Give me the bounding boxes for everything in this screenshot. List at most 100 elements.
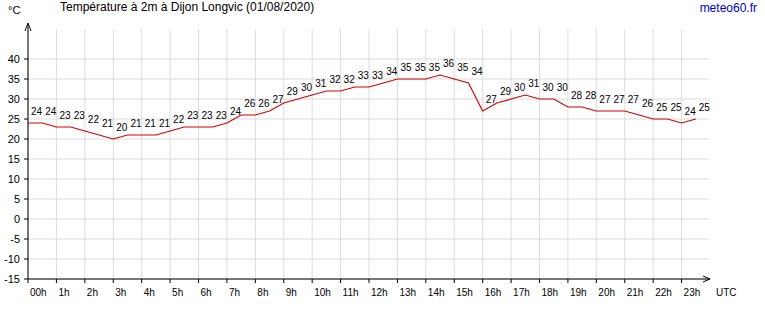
y-tick [24, 219, 28, 220]
x-tick-label: 12h [371, 287, 388, 298]
x-grid-line [511, 29, 512, 279]
x-tick-label: 21h [627, 287, 644, 298]
x-tick [84, 279, 85, 283]
x-tick-label: 9h [286, 287, 297, 298]
data-label: 23 [202, 110, 214, 121]
y-tick-label: -15 [4, 273, 20, 285]
data-label: 35 [457, 62, 469, 73]
y-tick-label: -10 [4, 253, 20, 265]
x-axis-label: UTC [716, 287, 737, 298]
data-label: 32 [344, 74, 356, 85]
x-tick-label: 15h [456, 287, 473, 298]
data-label: 31 [528, 78, 540, 89]
temperature-line [28, 75, 696, 139]
x-grid-line [624, 29, 625, 279]
x-tick-label: 7h [229, 287, 240, 298]
x-grid-line [283, 29, 284, 279]
data-label: 26 [244, 98, 256, 109]
x-tick [312, 279, 313, 283]
y-tick-label: 20 [8, 133, 20, 145]
plot-area [28, 75, 696, 139]
data-label: 30 [543, 82, 555, 93]
x-grid-line [539, 29, 540, 279]
axes: -15-10-5051015202530354000h1h2h3h4h5h6h7… [4, 23, 710, 298]
data-label: 27 [273, 94, 285, 105]
y-tick [24, 239, 28, 240]
y-axis [28, 39, 29, 279]
data-label: 24 [230, 106, 242, 117]
data-label: 23 [59, 110, 71, 121]
x-tick [425, 279, 426, 283]
x-grid-line [255, 29, 256, 279]
x-grid-line [84, 29, 85, 279]
x-tick [28, 279, 29, 283]
data-label: 23 [187, 110, 199, 121]
x-tick [56, 279, 57, 283]
x-tick [681, 279, 682, 283]
y-tick [24, 279, 28, 280]
data-label: 30 [514, 82, 526, 93]
x-tick [482, 279, 483, 283]
y-tick-label: 10 [8, 173, 20, 185]
x-tick [226, 279, 227, 283]
y-axis-label: °C [8, 4, 20, 16]
x-tick-label: 2h [87, 287, 98, 298]
y-tick-label: 25 [8, 113, 20, 125]
x-tick-label: 14h [428, 287, 445, 298]
data-label: 24 [685, 106, 697, 117]
data-label: 25 [670, 102, 682, 113]
x-tick-label: 5h [172, 287, 183, 298]
x-tick-label: 16h [485, 287, 502, 298]
x-tick [198, 279, 199, 283]
y-axis-arrow-line [28, 25, 29, 39]
x-tick-label: 22h [655, 287, 672, 298]
data-labels: 2424232322212021212122232323242626272930… [31, 58, 710, 133]
x-tick [113, 279, 114, 283]
x-grid-line [340, 29, 341, 279]
grid [28, 29, 710, 279]
data-label: 22 [88, 114, 100, 125]
data-label: 24 [31, 106, 43, 117]
x-grid-line [653, 29, 654, 279]
y-tick-label: -5 [10, 233, 20, 245]
x-grid-line [312, 29, 313, 279]
data-label: 33 [358, 70, 370, 81]
data-label: 22 [173, 114, 185, 125]
data-label: 32 [329, 74, 341, 85]
data-label: 21 [102, 118, 114, 129]
x-tick [624, 279, 625, 283]
x-grid-line [113, 29, 114, 279]
x-axis-arrow [703, 276, 710, 282]
data-label: 21 [130, 118, 142, 129]
x-grid-line [596, 29, 597, 279]
data-label: 35 [429, 62, 441, 73]
x-grid-line [198, 29, 199, 279]
x-tick-label: 11h [343, 287, 359, 298]
data-label: 24 [45, 106, 57, 117]
data-label: 30 [301, 82, 313, 93]
data-label: 23 [216, 110, 228, 121]
x-tick [567, 279, 568, 283]
x-tick [454, 279, 455, 283]
x-tick [596, 279, 597, 283]
data-label: 33 [372, 70, 384, 81]
x-tick-label: 4h [144, 287, 155, 298]
x-tick [653, 279, 654, 283]
x-tick [170, 279, 171, 283]
x-grid-line [56, 29, 57, 279]
data-label: 27 [486, 94, 498, 105]
x-tick [255, 279, 256, 283]
y-tick [24, 139, 28, 140]
y-tick-label: 35 [8, 73, 20, 85]
data-label: 35 [415, 62, 427, 73]
x-tick [141, 279, 142, 283]
data-label: 28 [571, 90, 583, 101]
y-tick [24, 179, 28, 180]
y-axis-arrow [25, 23, 31, 31]
x-grid-line [681, 29, 682, 279]
x-grid-line [226, 29, 227, 279]
x-axis [28, 279, 710, 280]
x-tick-label: 00h [30, 287, 47, 298]
x-tick [539, 279, 540, 283]
x-tick [283, 279, 284, 283]
